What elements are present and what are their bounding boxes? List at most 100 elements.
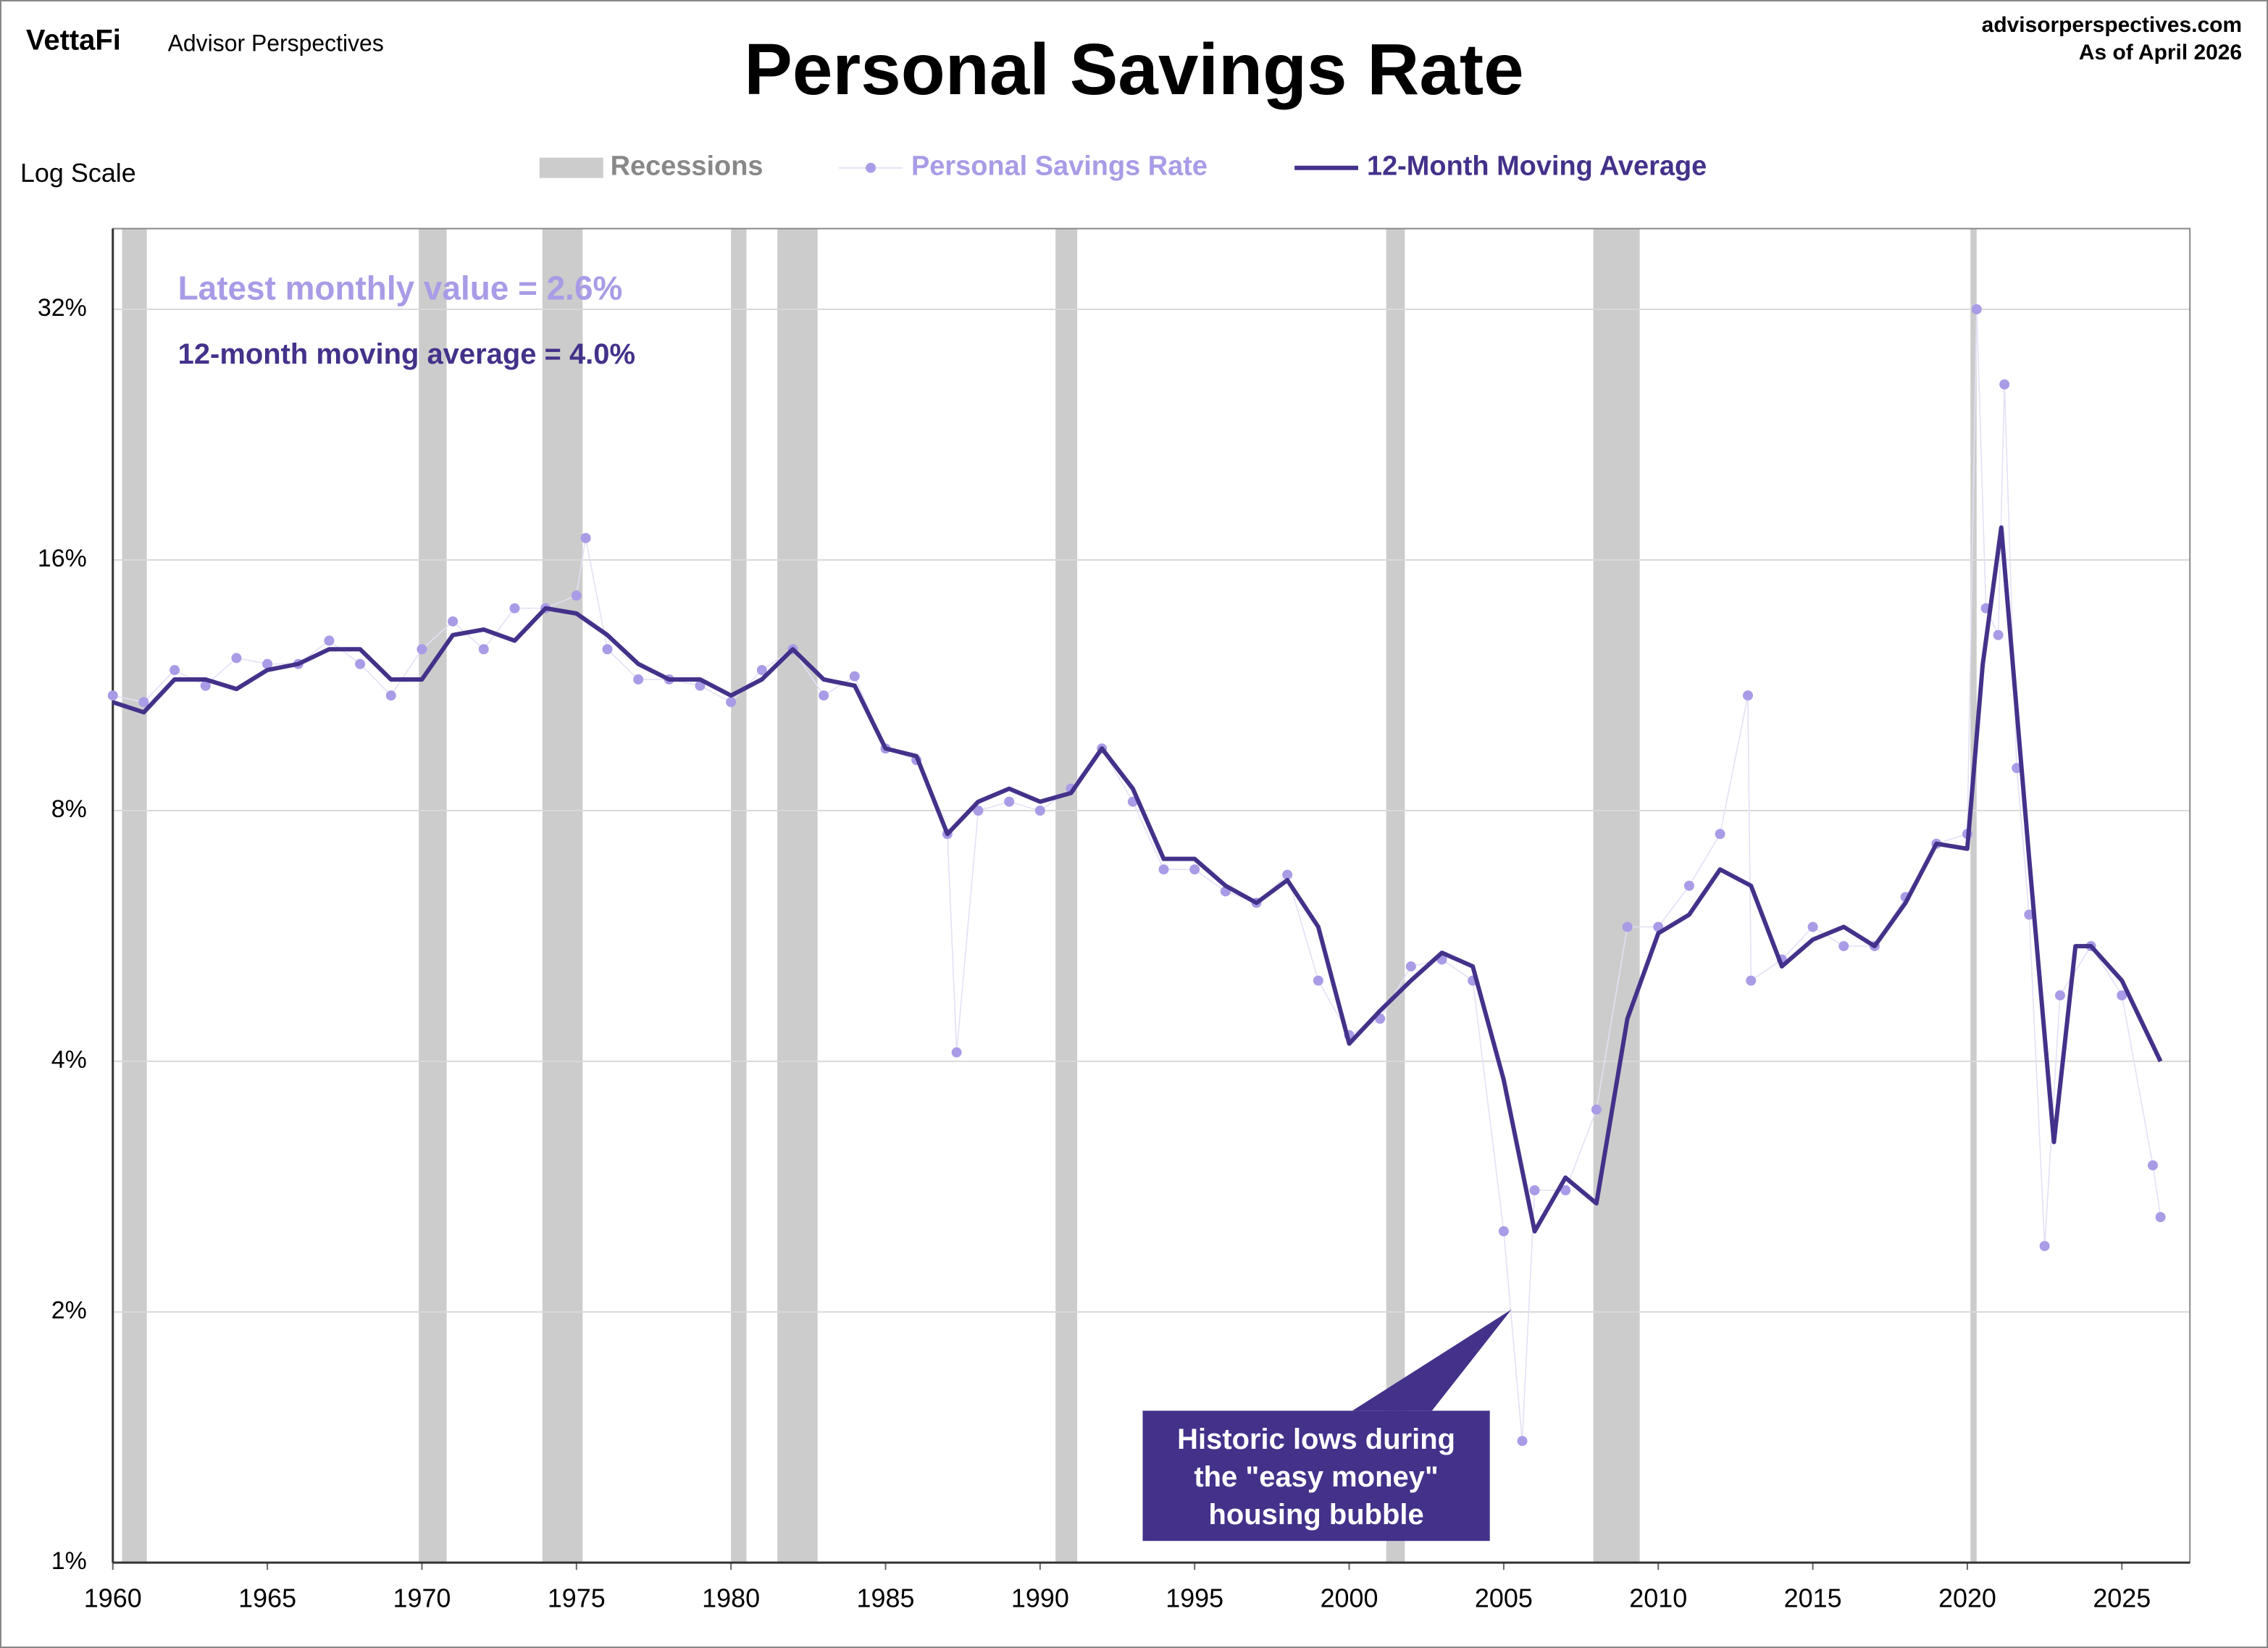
x-tick-label: 1965 bbox=[238, 1584, 296, 1613]
data-point bbox=[1999, 379, 2010, 390]
recession-band bbox=[777, 228, 818, 1563]
x-tick-label: 1970 bbox=[393, 1584, 451, 1613]
x-tick-label: 2015 bbox=[1784, 1584, 1842, 1613]
legend-swatch bbox=[539, 157, 603, 178]
data-point bbox=[1189, 864, 1200, 875]
data-point bbox=[1158, 864, 1169, 875]
data-point bbox=[385, 690, 396, 701]
x-tick-label: 1980 bbox=[702, 1584, 760, 1613]
x-tick-label: 2010 bbox=[1629, 1584, 1687, 1613]
line-series bbox=[112, 525, 2163, 1234]
y-tick-label: 1% bbox=[51, 1547, 87, 1575]
brand-sub: Advisor Perspectives bbox=[168, 30, 384, 56]
recession-band bbox=[1593, 228, 1640, 1563]
data-point bbox=[509, 603, 520, 614]
data-point bbox=[231, 653, 242, 664]
x-tick-label: 1990 bbox=[1011, 1584, 1069, 1613]
callout-text: Historic lows during bbox=[1177, 1423, 1455, 1455]
data-point bbox=[2147, 1160, 2158, 1171]
y-tick-label: 32% bbox=[38, 294, 87, 322]
data-point bbox=[580, 532, 591, 543]
data-point bbox=[170, 665, 180, 676]
recession-band bbox=[542, 228, 583, 1563]
data-point bbox=[1282, 869, 1293, 880]
data-point bbox=[633, 674, 644, 685]
data-point bbox=[200, 680, 211, 691]
data-point bbox=[448, 616, 459, 627]
data-point bbox=[1517, 1436, 1528, 1447]
data-point bbox=[355, 658, 366, 669]
data-point bbox=[324, 635, 335, 646]
x-tick-label: 1995 bbox=[1166, 1584, 1223, 1613]
data-point bbox=[1683, 880, 1694, 891]
callout-arrow bbox=[1352, 1309, 1512, 1411]
site: advisorperspectives.com bbox=[1982, 13, 2242, 37]
y-tick-label: 8% bbox=[51, 795, 87, 823]
data-point bbox=[2117, 990, 2127, 1001]
data-point bbox=[1498, 1226, 1509, 1237]
data-point bbox=[1971, 304, 1982, 314]
scale-note: Log Scale bbox=[20, 158, 136, 188]
data-point bbox=[1622, 921, 1633, 932]
recession-band bbox=[731, 228, 747, 1563]
data-point bbox=[107, 690, 118, 701]
y-tick-label: 16% bbox=[38, 545, 87, 572]
callout-text: the "easy money" bbox=[1194, 1461, 1439, 1493]
data-point bbox=[1560, 1185, 1571, 1196]
data-point bbox=[1715, 829, 1725, 840]
data-point bbox=[756, 665, 767, 676]
chart-title: Personal Savings Rate bbox=[744, 30, 1523, 110]
annotation-average: 12-month moving average = 4.0% bbox=[178, 338, 635, 370]
data-point bbox=[1838, 941, 1849, 952]
data-point bbox=[1993, 629, 2004, 640]
brand: VettaFi bbox=[26, 24, 121, 56]
data-point bbox=[1313, 975, 1323, 986]
data-point bbox=[262, 658, 273, 669]
data-point bbox=[138, 697, 149, 708]
x-tick-label: 2025 bbox=[2093, 1584, 2151, 1613]
recession-band bbox=[419, 228, 447, 1563]
recession-band bbox=[1386, 228, 1405, 1563]
data-point bbox=[1591, 1104, 1602, 1115]
data-point bbox=[571, 590, 582, 601]
y-tick-label: 2% bbox=[51, 1297, 87, 1324]
data-point bbox=[819, 690, 829, 701]
data-point bbox=[2039, 1241, 2050, 1252]
as-of: As of April 2026 bbox=[2079, 41, 2242, 64]
recession-band bbox=[1970, 228, 1977, 1563]
x-tick-label: 1960 bbox=[84, 1584, 142, 1613]
data-point bbox=[951, 1047, 962, 1058]
data-point bbox=[602, 644, 613, 655]
x-tick-label: 2000 bbox=[1321, 1584, 1378, 1613]
data-point bbox=[973, 806, 984, 816]
callout-text: housing bubble bbox=[1208, 1499, 1423, 1531]
data-point bbox=[726, 697, 737, 708]
data-point bbox=[1746, 975, 1757, 986]
data-point bbox=[1807, 921, 1818, 932]
recession-band bbox=[122, 228, 147, 1563]
data-point bbox=[2054, 990, 2065, 1001]
x-tick-label: 1975 bbox=[548, 1584, 606, 1613]
data-point bbox=[417, 644, 427, 655]
data-point bbox=[1034, 806, 1045, 816]
legend-label: Personal Savings Rate bbox=[911, 151, 1208, 182]
legend-label: Recessions bbox=[611, 151, 763, 182]
data-point bbox=[2155, 1212, 2166, 1223]
data-point bbox=[1743, 690, 1753, 701]
callout-box bbox=[1142, 1410, 1490, 1542]
legend-label: 12-Month Moving Average bbox=[1367, 151, 1707, 182]
data-point bbox=[849, 671, 860, 682]
plot-area: 1% 2% 4% 8% 16% 32% 1960 1965 1970 1975 1980 1985 19… bbox=[38, 227, 2191, 1613]
legend-swatch bbox=[866, 162, 876, 173]
x-tick-label: 2005 bbox=[1475, 1584, 1533, 1613]
annotation-latest: Latest monthly value = 2.6% bbox=[178, 269, 623, 307]
y-tick-label: 4% bbox=[51, 1046, 87, 1074]
data-point bbox=[1405, 961, 1416, 972]
data-point bbox=[478, 644, 489, 655]
x-tick-label: 2020 bbox=[1938, 1584, 1996, 1613]
x-tick-label: 1985 bbox=[857, 1584, 915, 1613]
data-point bbox=[1004, 796, 1015, 807]
